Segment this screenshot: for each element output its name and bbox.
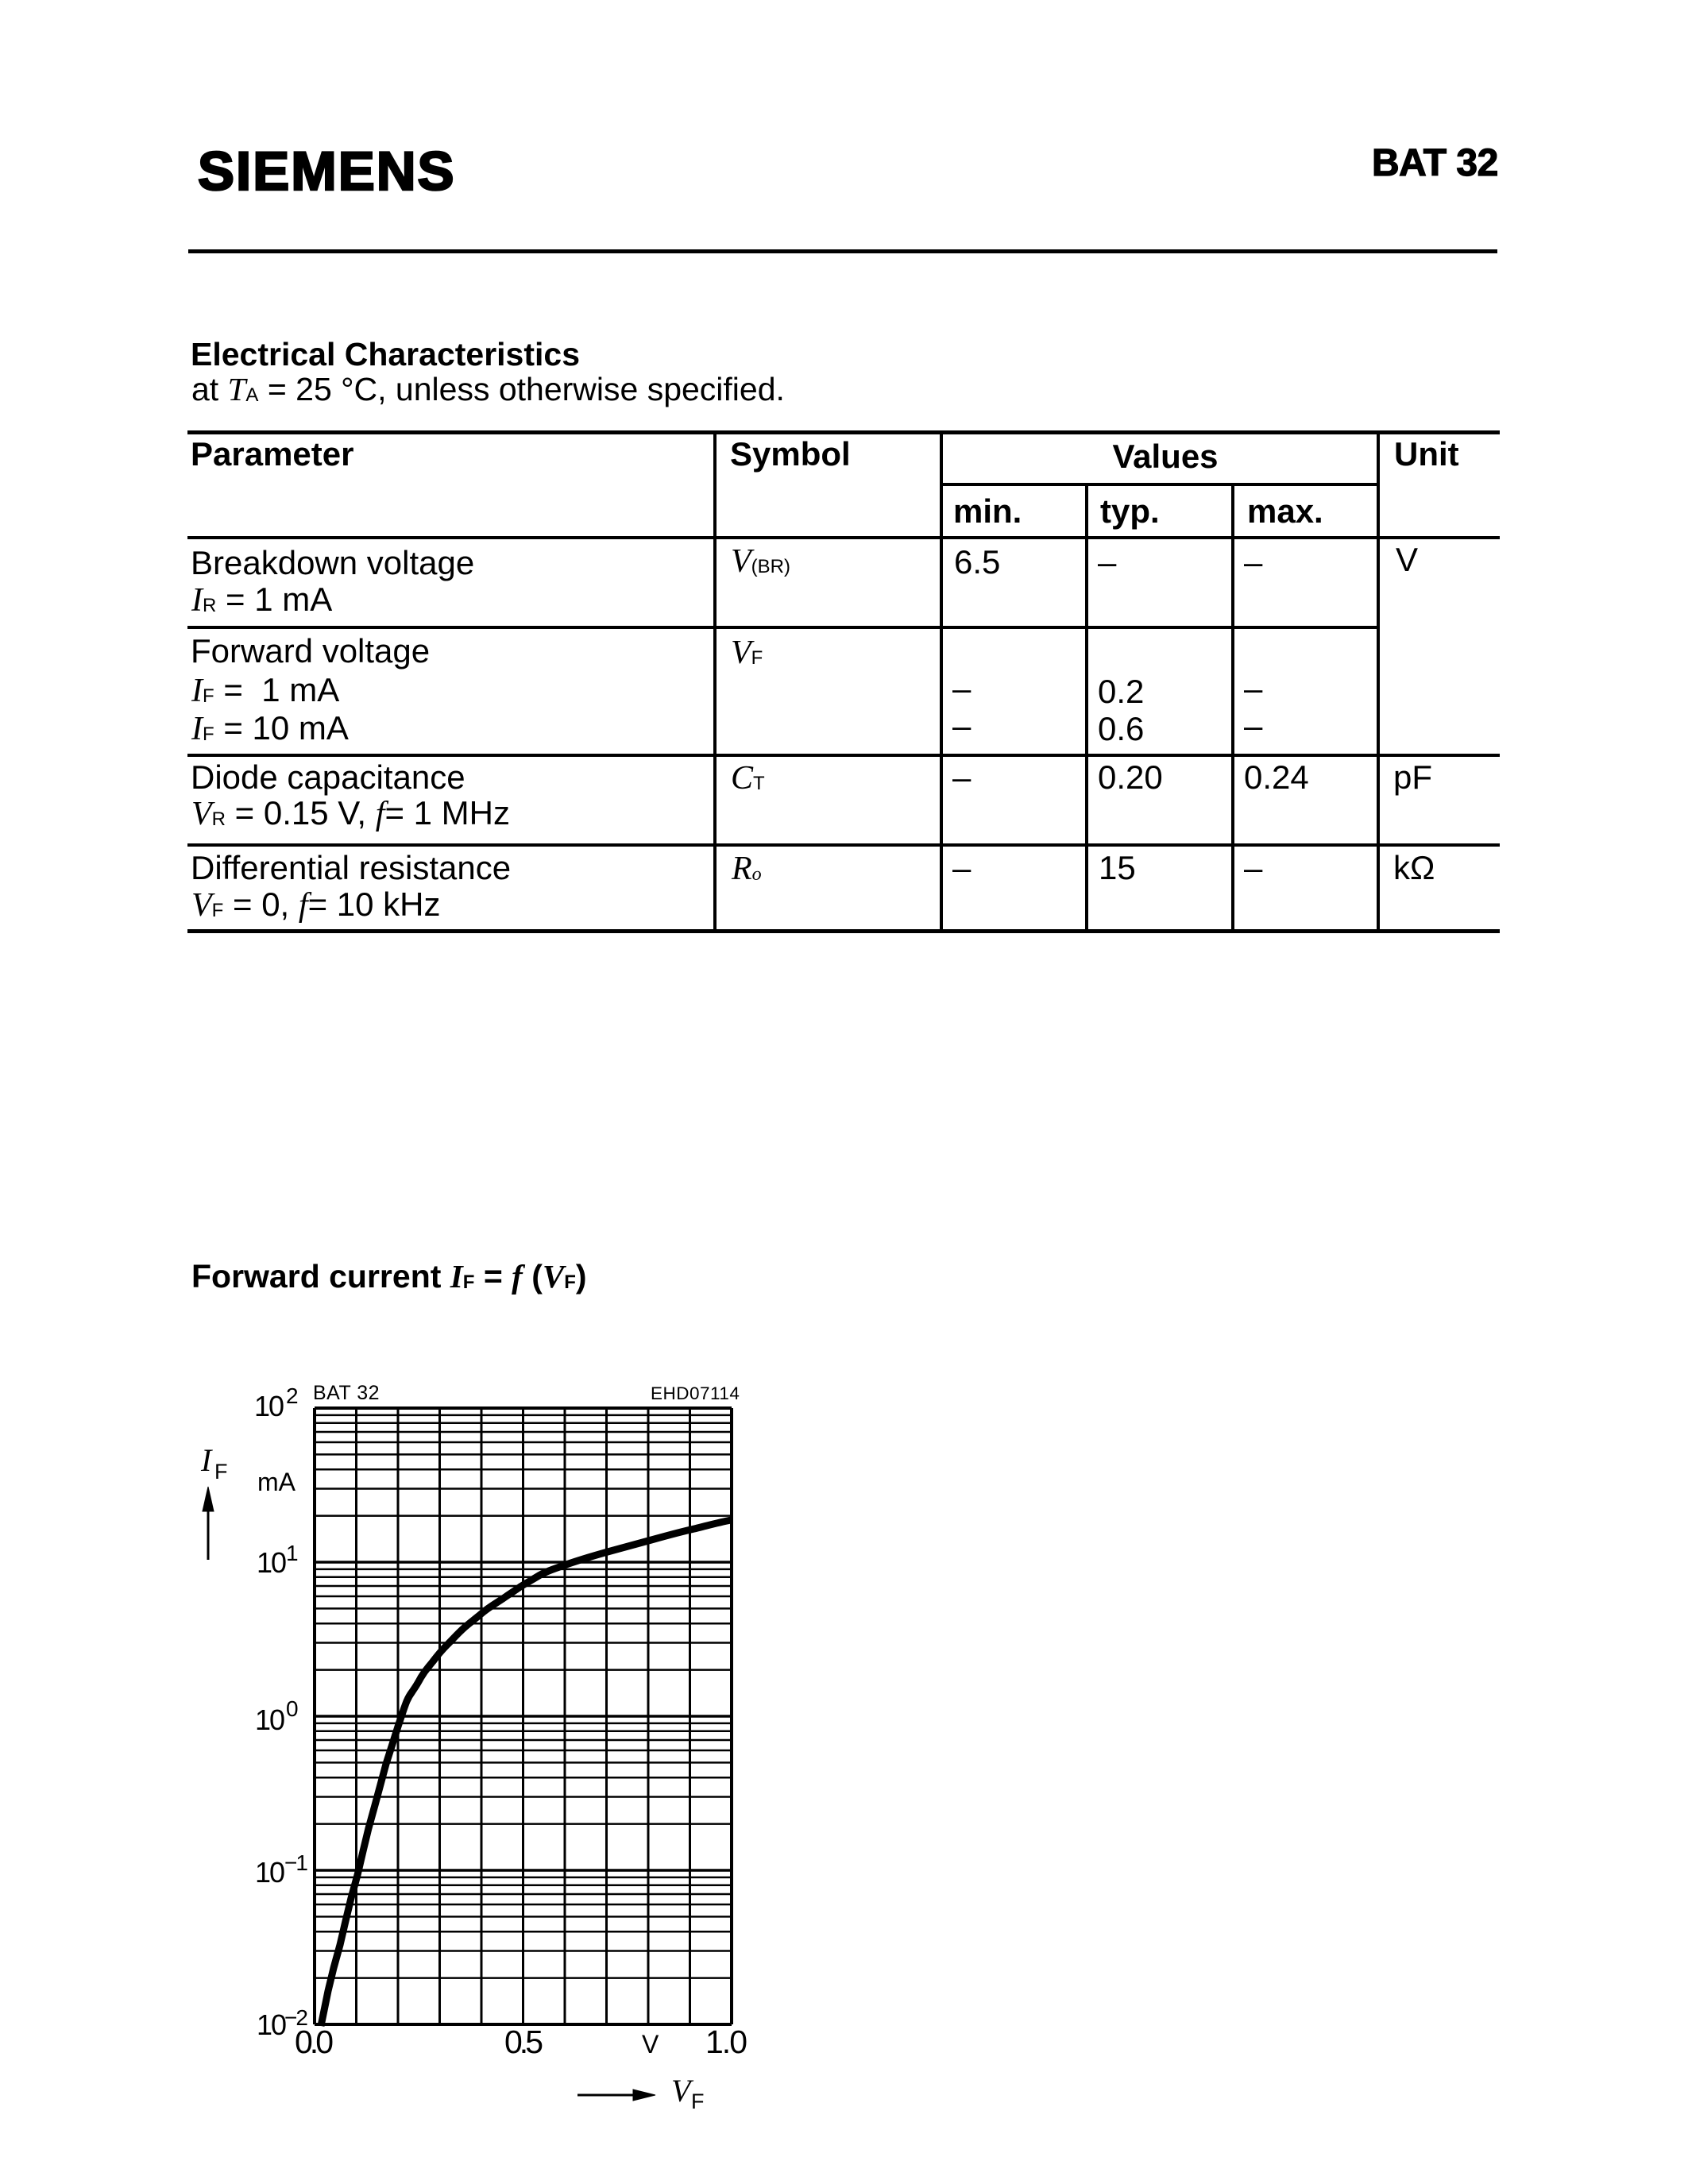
svg-text:EHD07114: EHD07114: [651, 1383, 740, 1403]
svg-text:0: 0: [286, 1696, 298, 1721]
svg-text:F: F: [214, 1460, 228, 1484]
svg-text:V: V: [642, 2030, 659, 2059]
svg-text:0.0: 0.0: [295, 2024, 333, 2060]
svg-text:10: 10: [255, 1856, 284, 1889]
svg-text:I: I: [200, 1442, 213, 1478]
svg-text:−1: −1: [284, 1850, 307, 1875]
svg-text:mA: mA: [257, 1468, 296, 1496]
svg-text:10: 10: [257, 2008, 286, 2041]
svg-text:10: 10: [257, 1546, 286, 1579]
svg-text:10: 10: [254, 1390, 284, 1422]
svg-text:0.5: 0.5: [504, 2024, 543, 2060]
svg-text:2: 2: [286, 1383, 298, 1408]
svg-text:1: 1: [286, 1541, 298, 1565]
svg-text:−2: −2: [284, 2005, 307, 2030]
svg-text:F: F: [691, 2089, 705, 2113]
svg-text:BAT 32: BAT 32: [313, 1382, 380, 1404]
svg-text:V: V: [671, 2073, 694, 2109]
svg-text:1.0: 1.0: [705, 2024, 747, 2060]
svg-text:10: 10: [255, 1704, 284, 1736]
